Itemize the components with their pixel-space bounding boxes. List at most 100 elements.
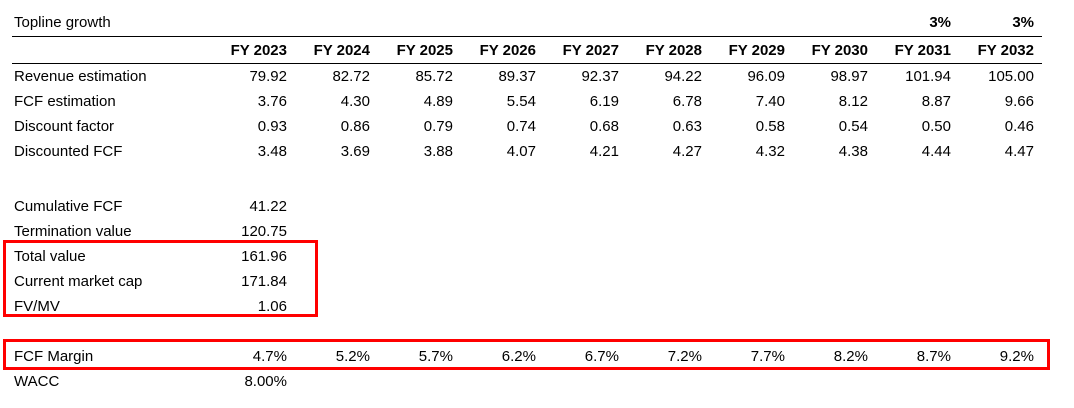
empty-cell: [627, 319, 710, 344]
empty-cell: [295, 8, 378, 37]
value-cell: 96.09: [747, 68, 785, 85]
empty-cell: [793, 369, 876, 394]
value-cell: 98.97: [830, 68, 868, 85]
fcf-margin-label: FCF Margin: [14, 348, 94, 365]
column-header: FY 2029: [710, 36, 793, 64]
empty-cell: [544, 294, 627, 319]
empty-cell: [793, 294, 876, 319]
value-cell: 4.32: [755, 143, 785, 160]
topline-growth-label: Topline growth: [12, 8, 212, 37]
fcf-margin-value: 7.7%: [750, 348, 785, 365]
empty-cell: [793, 269, 876, 294]
value-cell: 0.68: [589, 118, 619, 135]
fcf-margin-value: 6.7%: [584, 348, 619, 365]
summary-label: Total value: [14, 248, 86, 265]
empty-cell: [212, 319, 295, 344]
empty-cell: [710, 219, 793, 244]
summary-row: FV/MV 1.06: [12, 294, 1042, 319]
empty-cell: [295, 219, 378, 244]
empty-cell: [12, 36, 212, 64]
value-cell: 6.78: [672, 93, 702, 110]
value-cell: 4.38: [838, 143, 868, 160]
value-cell: 85.72: [415, 68, 453, 85]
row-label: FCF estimation: [14, 93, 116, 110]
value-cell: 0.86: [340, 118, 370, 135]
wacc-value: 8.00%: [244, 373, 287, 390]
summary-value: 171.84: [241, 273, 287, 290]
value-cell: 0.79: [423, 118, 453, 135]
empty-cell: [544, 164, 627, 194]
empty-cell: [627, 8, 710, 37]
empty-cell: [627, 294, 710, 319]
row-label: Discount factor: [14, 118, 115, 135]
fcf-margin-value: 5.7%: [418, 348, 453, 365]
empty-cell: [461, 269, 544, 294]
column-header: FY 2028: [627, 36, 710, 64]
empty-cell: [959, 244, 1042, 269]
value-cell: 0.50: [921, 118, 951, 135]
fcf-margin-value: 5.2%: [335, 348, 370, 365]
empty-cell: [959, 219, 1042, 244]
empty-cell: [544, 219, 627, 244]
value-cell: 8.12: [838, 93, 868, 110]
empty-cell: [544, 369, 627, 394]
summary-row: Current market cap 171.84: [12, 269, 1042, 294]
summary-row: Cumulative FCF 41.22: [12, 194, 1042, 219]
topline-growth-row: Topline growth 3% 3%: [12, 8, 1042, 37]
empty-cell: [793, 194, 876, 219]
summary-value: 41.22: [249, 198, 287, 215]
empty-cell: [378, 319, 461, 344]
empty-cell: [876, 269, 959, 294]
empty-cell: [710, 8, 793, 37]
empty-cell: [793, 8, 876, 37]
value-cell: 0.58: [755, 118, 785, 135]
summary-row: Total value 161.96: [12, 244, 1042, 269]
value-cell: 0.46: [1004, 118, 1034, 135]
empty-cell: [461, 164, 544, 194]
empty-cell: [378, 164, 461, 194]
empty-cell: [378, 8, 461, 37]
empty-cell: [12, 319, 212, 344]
empty-cell: [627, 219, 710, 244]
value-cell: 0.74: [506, 118, 536, 135]
column-header: FY 2031: [876, 36, 959, 64]
value-cell: 4.27: [672, 143, 702, 160]
empty-cell: [876, 369, 959, 394]
empty-cell: [710, 194, 793, 219]
value-cell: 4.89: [423, 93, 453, 110]
empty-cell: [461, 294, 544, 319]
empty-cell: [876, 244, 959, 269]
estimation-row: Discounted FCF 3.48 3.69 3.88 4.07 4.21 4.27 4.…: [12, 139, 1042, 164]
value-cell: 94.22: [664, 68, 702, 85]
column-header: FY 2032: [959, 36, 1042, 64]
column-header: FY 2025: [378, 36, 461, 64]
topline-growth-value-fy2032: 3%: [959, 8, 1042, 37]
empty-cell: [295, 164, 378, 194]
empty-cell: [461, 244, 544, 269]
empty-cell: [461, 8, 544, 37]
empty-cell: [710, 244, 793, 269]
value-cell: 8.87: [921, 93, 951, 110]
fcf-margin-value: 6.2%: [501, 348, 536, 365]
column-header: FY 2027: [544, 36, 627, 64]
spacer-row: [12, 319, 1042, 344]
column-header: FY 2030: [793, 36, 876, 64]
empty-cell: [627, 194, 710, 219]
summary-row: Termination value 120.75: [12, 219, 1042, 244]
empty-cell: [793, 219, 876, 244]
empty-cell: [710, 164, 793, 194]
estimation-row: Revenue estimation 79.92 82.72 85.72 89.37 92…: [12, 64, 1042, 90]
empty-cell: [461, 369, 544, 394]
empty-cell: [627, 164, 710, 194]
empty-cell: [876, 219, 959, 244]
value-cell: 7.40: [755, 93, 785, 110]
empty-cell: [793, 244, 876, 269]
empty-cell: [793, 319, 876, 344]
empty-cell: [295, 194, 378, 219]
empty-cell: [876, 164, 959, 194]
fcf-margin-value: 8.7%: [916, 348, 951, 365]
empty-cell: [12, 164, 212, 194]
spacer-row: [12, 164, 1042, 194]
value-cell: 4.07: [506, 143, 536, 160]
summary-value: 161.96: [241, 248, 287, 265]
